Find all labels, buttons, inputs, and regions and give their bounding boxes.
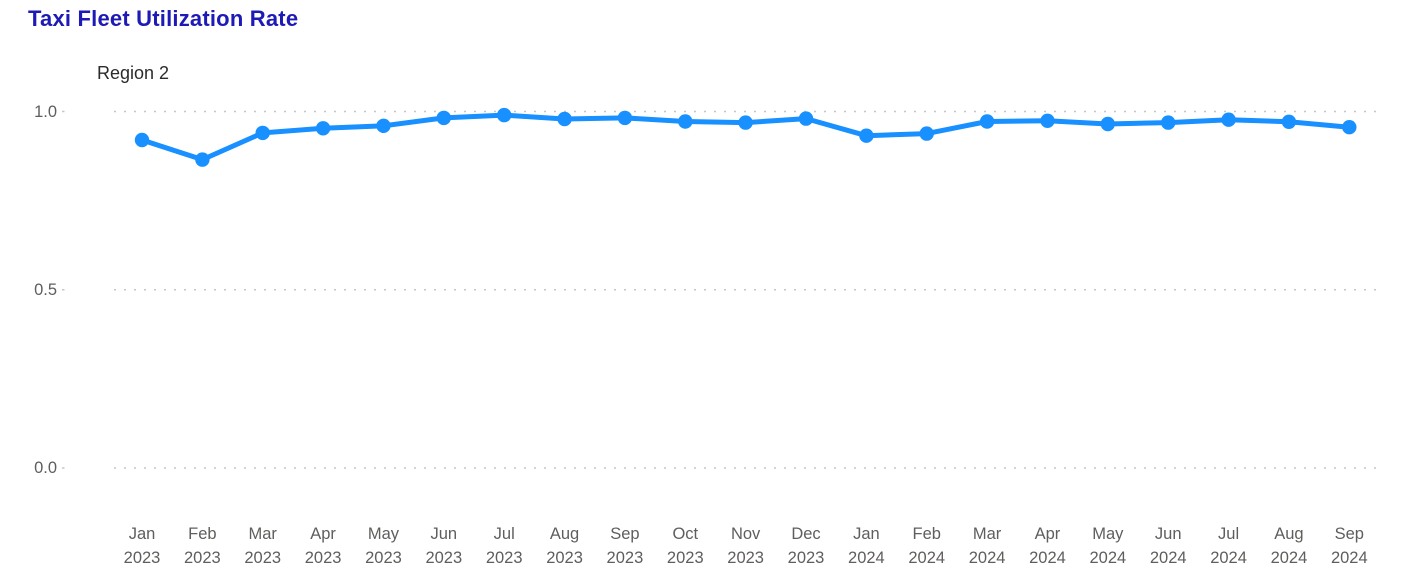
data-point[interactable] <box>134 132 150 148</box>
x-tick-month: Feb <box>912 525 941 543</box>
data-point[interactable] <box>497 107 512 123</box>
x-tick-month: Jun <box>430 525 458 543</box>
x-tick-year: 2024 <box>908 549 946 567</box>
x-tick-label: Oct 2023 <box>648 522 722 570</box>
x-tick-month: Aug <box>549 525 580 543</box>
x-tick-month: Feb <box>188 525 217 543</box>
x-tick-month: Dec <box>791 525 821 543</box>
data-point[interactable] <box>1100 116 1116 132</box>
chart-title: Taxi Fleet Utilization Rate <box>28 6 299 31</box>
data-point[interactable] <box>617 110 633 126</box>
x-tick-month: May <box>367 525 400 543</box>
data-point[interactable] <box>315 121 331 136</box>
x-tick-month: Oct <box>672 525 699 543</box>
x-tick-label: May 2023 <box>346 522 420 570</box>
data-point[interactable] <box>979 114 995 129</box>
x-tick-year: 2024 <box>1210 549 1247 567</box>
data-point[interactable] <box>859 128 874 143</box>
x-tick-month: Apr <box>310 525 336 543</box>
x-tick-label: Jul 2023 <box>467 522 541 570</box>
x-tick-year: 2023 <box>606 549 644 567</box>
x-tick-month: Jan <box>128 525 156 543</box>
y-tick-label: 0.0 <box>34 459 57 477</box>
x-tick-label: Jan 2023 <box>105 522 179 570</box>
x-tick-year: 2023 <box>304 549 342 567</box>
x-tick-label: Dec 2023 <box>769 522 843 570</box>
x-tick-month: Nov <box>730 525 761 543</box>
chart-subtitle: Region 2 <box>97 63 170 83</box>
data-point[interactable] <box>678 114 693 129</box>
data-point[interactable] <box>255 125 270 141</box>
x-tick-label: Jan 2024 <box>829 522 903 570</box>
data-point[interactable] <box>557 111 572 127</box>
x-tick-month: Jan <box>853 525 880 543</box>
x-tick-year: 2023 <box>666 549 704 567</box>
x-tick-label: Nov 2023 <box>709 522 783 570</box>
x-tick-year: 2024 <box>1330 549 1368 567</box>
x-tick-year: 2024 <box>1270 549 1308 567</box>
data-point[interactable] <box>436 110 451 126</box>
x-tick-label: May 2024 <box>1071 522 1145 570</box>
x-tick-year: 2024 <box>848 549 885 567</box>
x-tick-label: Mar 2024 <box>950 522 1024 570</box>
data-point[interactable] <box>1161 115 1176 130</box>
data-point[interactable] <box>738 115 753 130</box>
x-tick-year: 2023 <box>365 549 402 567</box>
x-tick-month: Jul <box>493 525 515 543</box>
x-tick-year: 2024 <box>1149 549 1187 567</box>
data-point[interactable] <box>919 126 934 141</box>
x-tick-label: Sep 2023 <box>588 522 662 570</box>
x-tick-label: Aug 2024 <box>1252 522 1326 570</box>
x-tick-year: 2023 <box>485 549 523 567</box>
x-tick-month: Apr <box>1034 525 1061 543</box>
x-tick-month: Mar <box>972 525 1002 543</box>
x-tick-year: 2023 <box>425 549 463 567</box>
x-tick-year: 2023 <box>123 549 161 567</box>
x-tick-month: Mar <box>248 525 277 543</box>
y-tick-label: 0.5 <box>34 280 57 299</box>
x-tick-year: 2024 <box>968 549 1006 567</box>
x-tick-year: 2023 <box>546 549 583 567</box>
x-tick-month: May <box>1092 525 1124 543</box>
x-tick-label: Jul 2024 <box>1192 522 1266 570</box>
x-tick-month: Sep <box>1334 525 1364 543</box>
x-tick-label: Feb 2023 <box>165 522 239 570</box>
x-tick-label: Jun 2024 <box>1131 522 1205 570</box>
data-point[interactable] <box>1040 113 1055 128</box>
x-tick-month: Sep <box>610 525 640 543</box>
data-point[interactable] <box>798 111 814 126</box>
x-tick-label: Sep 2024 <box>1312 522 1386 570</box>
x-tick-year: 2023 <box>244 549 282 567</box>
x-tick-label: Feb 2024 <box>890 522 964 570</box>
data-point[interactable] <box>376 118 391 133</box>
x-tick-month: Aug <box>1274 525 1304 543</box>
data-point[interactable] <box>195 152 210 167</box>
data-point[interactable] <box>1281 114 1297 129</box>
x-tick-year: 2024 <box>1089 549 1127 567</box>
x-tick-year: 2023 <box>727 549 764 567</box>
x-tick-label: Jun 2023 <box>407 522 481 570</box>
x-tick-label: Mar 2023 <box>226 522 300 570</box>
data-point[interactable] <box>1221 112 1236 127</box>
x-tick-year: 2023 <box>787 549 825 567</box>
x-tick-year: 2024 <box>1029 549 1066 567</box>
x-tick-year: 2023 <box>184 549 221 567</box>
x-tick-label: Aug 2023 <box>528 522 602 570</box>
x-tick-label: Apr 2024 <box>1010 522 1084 570</box>
data-point[interactable] <box>1342 120 1357 135</box>
x-tick-month: Jul <box>1218 525 1240 543</box>
y-tick-label: 1.0 <box>34 102 57 121</box>
x-tick-month: Jun <box>1154 525 1182 543</box>
x-tick-label: Apr 2023 <box>286 522 360 570</box>
